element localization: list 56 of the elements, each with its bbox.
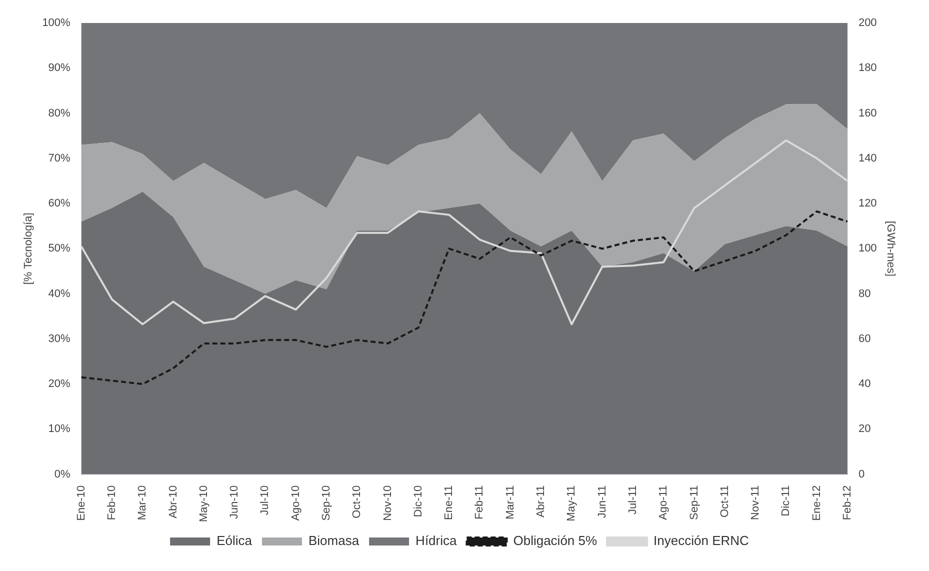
y-tick-label: 70% [48,152,71,164]
y-tick-label: 30% [48,332,71,345]
x-tick-label: Ene-12 [810,485,823,521]
y-tick-label: 10% [48,423,71,436]
line-series [80,210,848,386]
x-tick-label: Ene-10 [75,485,88,521]
y2-tick-label: 120 [858,198,877,210]
x-tick-label: Abr-11 [535,485,548,518]
x-tick-label: Jun-10 [228,485,241,519]
y2-tick-label: 80 [858,288,871,300]
x-tick-label: Feb-10 [106,485,118,520]
x-tick-label: Mar-10 [136,485,149,520]
x-tick-label: Feb-12 [841,485,854,520]
y2-tick-label: 20 [858,423,871,436]
x-tick-label: Oct-11 [718,485,731,518]
x-tick-label: Sep-10 [320,485,333,521]
legend-label: Eólica [216,533,253,548]
y2-tick-label: 200 [858,17,877,30]
x-tick-label: Dic-10 [412,485,424,518]
x-tick-label: Jul-11 [626,485,639,514]
legend-label: Hídrica [416,533,458,548]
y-tick-label: 90% [48,62,71,74]
y-tick-label: 100% [42,17,71,30]
x-tick-label: Nov-11 [750,485,762,520]
y2-tick-label: 180 [858,62,877,74]
y-tick-label: 80% [48,107,71,120]
legend-label: Obligación 5% [513,533,598,548]
y-tick-label: 40% [48,288,71,300]
y2-tick-label: 40 [858,378,871,390]
y2-tick-label: 160 [858,107,877,120]
y2-tick-label: 140 [858,152,877,164]
x-tick-label: Feb-11 [474,485,486,520]
y2-tick-label: 0 [858,468,865,480]
y-tick-label: 60% [48,198,71,210]
x-tick-label: Mar-11 [504,485,516,520]
y-tick-label: 20% [48,378,71,390]
y-tick-label: 0% [54,468,71,480]
y2-tick-label: 60 [858,332,871,345]
x-tick-label: Abr-10 [167,485,180,518]
x-tick-label: Ago-10 [290,485,302,521]
x-tick-label: Ene-11 [443,485,456,520]
x-tick-label: Jul-10 [259,485,272,516]
y-tick-label: 50% [48,242,71,255]
x-tick-label: Ago-11 [658,485,670,520]
legend-label: Biomasa [308,533,360,548]
x-tick-label: May-10 [198,485,210,522]
x-tick-label: Nov-10 [382,485,394,521]
x-tick-label: May-11 [566,485,578,522]
y-axis-title: [% Tecnología] [22,212,35,285]
y2-tick-label: 100 [858,242,877,255]
legend-label: Inyección ERNC [654,533,749,548]
y2-axis-title: [GWh-mes] [884,220,896,276]
x-tick-label: Sep-11 [688,485,700,520]
x-tick-label: Dic-11 [780,485,792,516]
x-tick-label: Jun-11 [596,485,608,518]
x-tick-label: Oct-10 [351,485,364,518]
